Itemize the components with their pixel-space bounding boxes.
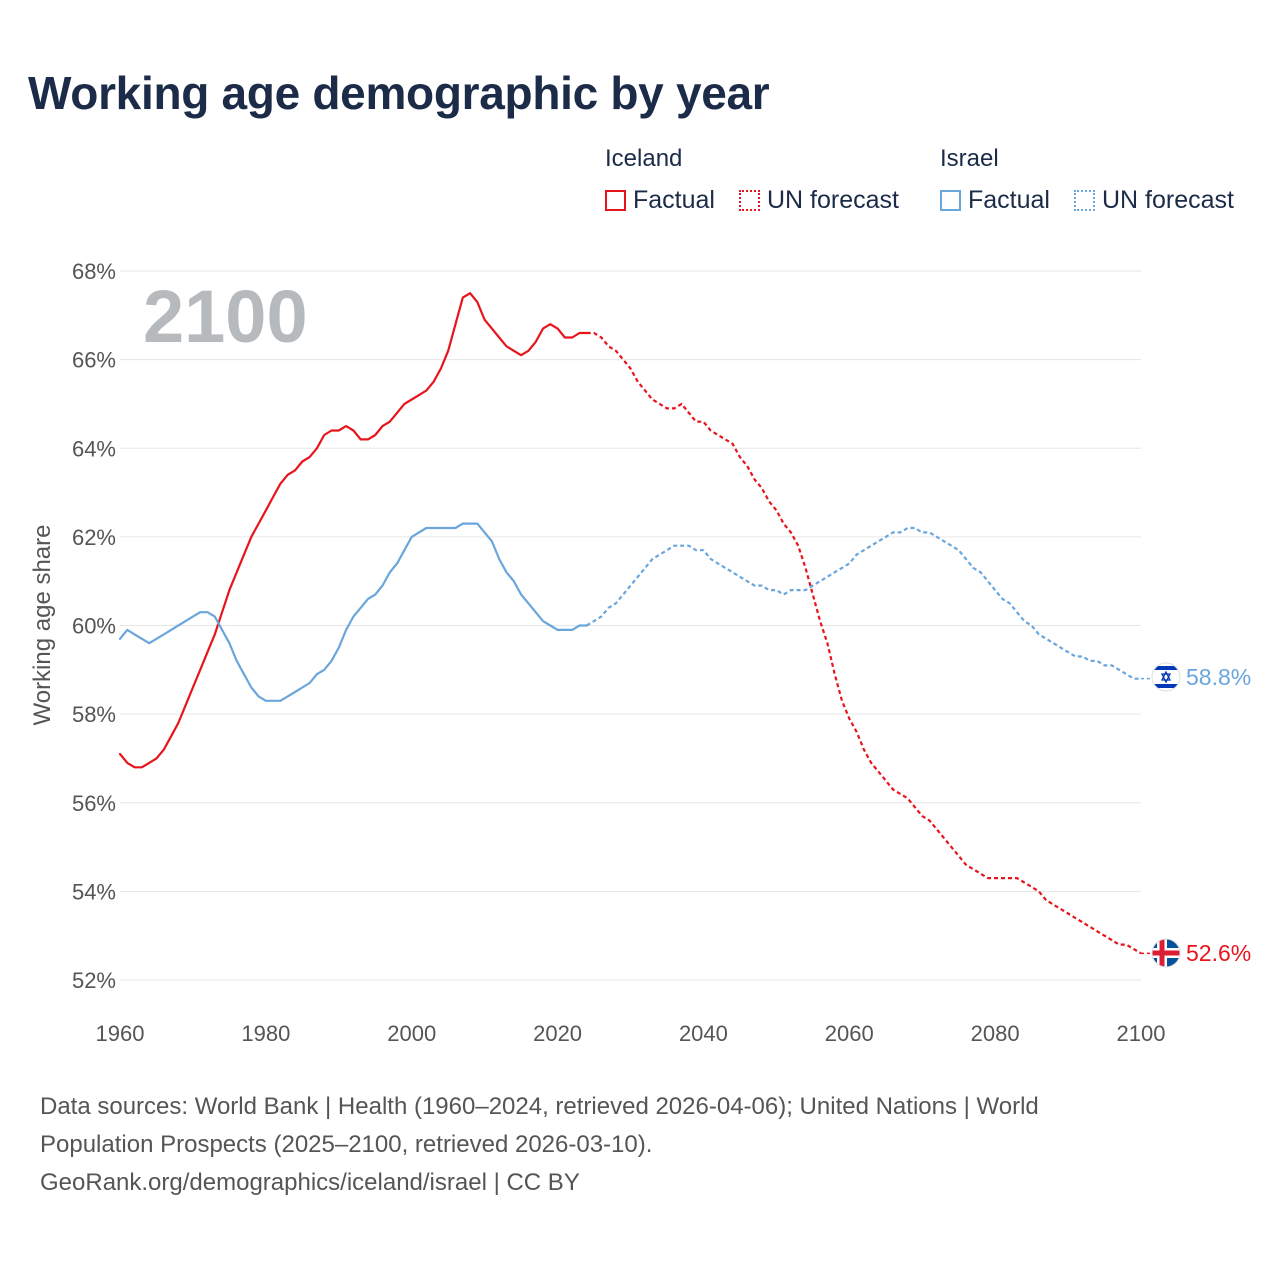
x-tick-label: 1980 — [241, 1021, 290, 1046]
x-tick-label: 2080 — [971, 1021, 1020, 1046]
x-tick-label: 2060 — [825, 1021, 874, 1046]
axis-ticks: 52% 54% 56% 58% 60% 62% 64% 66% 68% 1960 1980 2000 2… — [72, 259, 1166, 1046]
y-tick-label: 68% — [72, 259, 116, 284]
legend-group-iceland: Iceland — [605, 145, 683, 172]
year-watermark: 2100 — [143, 275, 308, 358]
footer-line: GeoRank.org/demographics/iceland/israel … — [40, 1169, 580, 1196]
y-tick-label: 56% — [72, 791, 116, 816]
y-axis-label: Working age share — [29, 525, 56, 726]
israel-factual-line — [118, 522, 588, 702]
legend-israel-forecast[interactable]: UN forecast — [1074, 186, 1234, 215]
israel-end-label: 58.8% — [1186, 664, 1251, 690]
israel-forecast-line — [586, 526, 1141, 680]
legend-label: UN forecast — [767, 186, 899, 214]
y-tick-label: 52% — [72, 968, 116, 993]
y-tick-label: 66% — [72, 348, 116, 373]
legend-swatch-dotted — [1074, 190, 1095, 211]
legend-label: Factual — [968, 186, 1050, 214]
legend-iceland-forecast[interactable]: UN forecast — [739, 186, 899, 215]
footer-line: Data sources: World Bank | Health (1960–… — [40, 1093, 1039, 1120]
israel-flag-icon — [1151, 662, 1181, 692]
y-tick-label: 62% — [72, 525, 116, 550]
legend-group-israel: Israel — [940, 145, 999, 172]
chart-title: Working age demographic by year — [28, 67, 770, 119]
y-tick-label: 60% — [72, 614, 116, 639]
legend-label: UN forecast — [1102, 186, 1234, 214]
legend-swatch-dotted — [739, 190, 760, 211]
y-tick-label: 64% — [72, 436, 116, 461]
legend-israel-factual[interactable]: Factual — [940, 186, 1050, 215]
grid-lines — [120, 270, 1141, 981]
iceland-flag-icon — [1151, 938, 1181, 968]
line-chart: 2100 52% 54% 56% 58% 60% 62% 64% 66% 68% 1960 1980… — [29, 259, 1251, 1046]
iceland-forecast-line — [586, 331, 1142, 955]
series-lines — [118, 292, 1152, 955]
iceland-end-label: 52.6% — [1186, 940, 1251, 966]
y-tick-label: 58% — [72, 702, 116, 727]
x-tick-label: 1960 — [96, 1021, 145, 1046]
legend-iceland-factual[interactable]: Factual — [605, 186, 715, 215]
iceland-factual-line — [118, 292, 588, 769]
footer-line: Population Prospects (2025–2100, retriev… — [40, 1131, 653, 1158]
x-tick-label: 2100 — [1117, 1021, 1166, 1046]
footer-sources: Data sources: World Bank | Health (1960–… — [40, 1088, 1160, 1202]
x-tick-label: 2000 — [387, 1021, 436, 1046]
legend-swatch-solid — [940, 190, 961, 211]
y-tick-label: 54% — [72, 879, 116, 904]
x-tick-label: 2020 — [533, 1021, 582, 1046]
legend-swatch-solid — [605, 190, 626, 211]
x-tick-label: 2040 — [679, 1021, 728, 1046]
legend-label: Factual — [633, 186, 715, 214]
